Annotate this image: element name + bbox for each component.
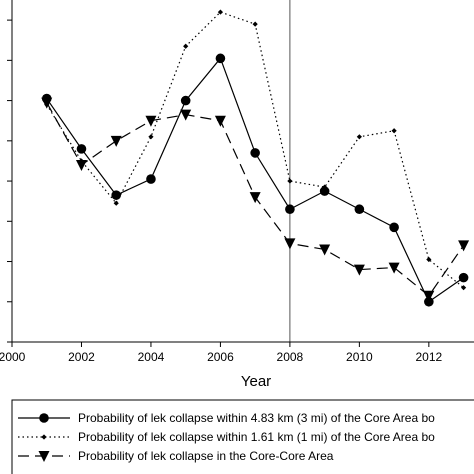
point-core-area-4km-2012 — [424, 296, 434, 307]
point-core-area-4km-2005 — [180, 95, 191, 106]
x-axis-title: Year — [241, 373, 271, 390]
point-core-area-1km-2009 — [322, 184, 328, 190]
point-core-area-4km-2007 — [250, 148, 260, 158]
x-tick-label-2012: 2012 — [415, 350, 442, 364]
point-core-core-2008 — [284, 238, 296, 250]
point-core-core-2011 — [388, 262, 400, 274]
point-core-area-1km-2012 — [426, 256, 432, 263]
point-core-core-2002 — [75, 159, 87, 171]
point-core-area-1km-2013 — [460, 285, 467, 291]
point-core-area-1km-2006 — [217, 9, 224, 15]
plot-area — [41, 0, 470, 342]
point-core-core-2009 — [319, 244, 331, 256]
point-core-core-2012 — [423, 290, 435, 302]
x-tick-label-2002: 2002 — [68, 350, 95, 364]
point-core-area-4km-2011 — [389, 222, 399, 233]
point-core-area-4km-2004 — [146, 174, 156, 184]
point-core-core-2006 — [214, 115, 226, 127]
point-core-core-2005 — [180, 109, 192, 121]
axes: 2000 2002 2004 2006 2008 2010 2012 — [0, 0, 474, 364]
legend: Probability of lek collapse within 4.83 … — [11, 399, 474, 474]
point-core-area-1km-2004 — [148, 134, 154, 140]
point-core-area-4km-2006 — [215, 53, 226, 64]
point-core-core-2003 — [110, 135, 122, 147]
x-tick-label-2006: 2006 — [207, 350, 234, 364]
x-tick-label-2004: 2004 — [138, 350, 165, 364]
point-core-area-4km-2009 — [319, 186, 330, 196]
x-tick-label-2008: 2008 — [277, 350, 304, 364]
point-core-area-4km-2002 — [76, 144, 87, 154]
series-core-area-1km — [44, 9, 467, 291]
series-core-core — [41, 97, 470, 302]
point-core-area-1km-2011 — [391, 128, 397, 134]
point-core-area-4km-2003 — [111, 190, 122, 200]
series-core-area-4km — [41, 53, 469, 307]
point-core-core-2004 — [145, 115, 157, 127]
x-tick-label-2010: 2010 — [346, 350, 373, 364]
point-core-area-4km-2008 — [285, 204, 295, 215]
legend-label-core-area-1km: Probability of lek collapse within 1.61 … — [78, 430, 435, 444]
point-core-area-1km-2005 — [183, 43, 189, 49]
point-core-area-1km-2010 — [356, 134, 362, 140]
legend-label-core-core: Probability of lek collapse in the Core-… — [78, 449, 334, 463]
point-core-core-2013 — [458, 240, 470, 252]
point-core-area-4km-2013 — [458, 272, 469, 283]
legend-marker-core-core — [38, 451, 50, 462]
point-core-area-4km-2010 — [354, 204, 365, 215]
legend-label-core-area-4km: Probability of lek collapse within 4.83 … — [78, 411, 435, 425]
point-core-area-1km-2007 — [252, 21, 258, 27]
point-core-core-2010 — [353, 264, 365, 276]
legend-marker-core-area-1km — [41, 434, 47, 440]
point-core-area-1km-2003 — [113, 200, 119, 206]
series-line-core-area-4km — [46, 57, 464, 303]
legend-box — [11, 399, 474, 474]
legend-marker-core-area-4km — [39, 413, 49, 423]
point-core-core-2007 — [249, 192, 261, 204]
x-tick-label-2000: 2000 — [0, 350, 26, 364]
point-core-core-2001 — [41, 97, 53, 109]
point-core-area-1km-2008 — [287, 178, 293, 184]
